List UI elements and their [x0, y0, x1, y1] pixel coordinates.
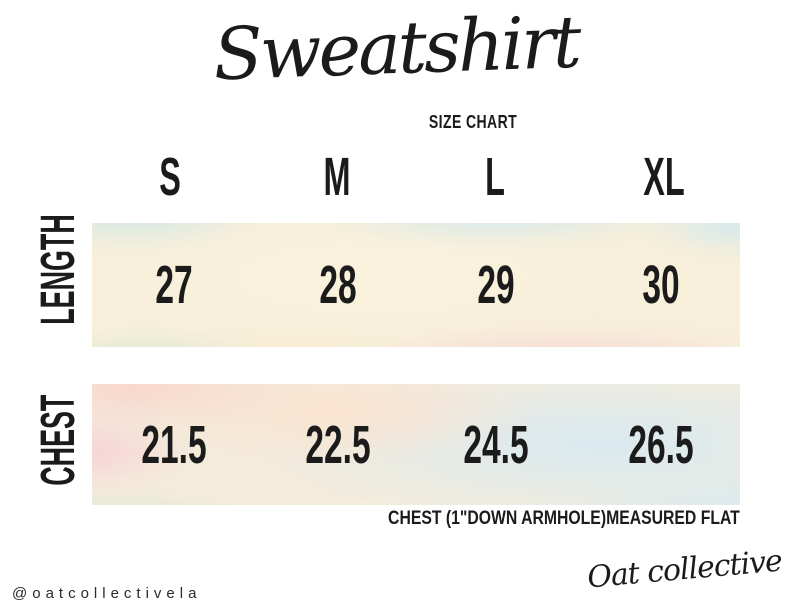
length-value-l: 29 [477, 255, 515, 315]
chest-value-xl: 26.5 [628, 414, 694, 475]
chest-row-band: 21.5 22.5 24.5 26.5 [92, 384, 740, 505]
column-header-m: M [323, 147, 351, 207]
column-header-s: S [159, 147, 181, 207]
chest-value-l: 24.5 [463, 414, 529, 475]
length-value-xl: 30 [642, 255, 680, 315]
chest-value-s: 21.5 [141, 414, 207, 475]
column-header-l: L [485, 147, 505, 207]
row-label-chest: CHEST [32, 394, 85, 486]
measurement-note: CHEST (1"DOWN ARMHOLE)MEASURED FLAT [388, 508, 740, 529]
brand-signature: Oat collective [585, 543, 784, 596]
length-value-m: 28 [319, 255, 357, 315]
length-value-s: 27 [155, 255, 193, 315]
length-row-band: 27 28 29 30 [92, 223, 740, 347]
row-label-length: LENGTH [32, 214, 85, 325]
page-subtitle: SIZE CHART [428, 112, 518, 132]
column-header-xl: XL [643, 147, 685, 207]
page-title: Sweatshirt [212, 0, 580, 97]
chest-value-m: 22.5 [305, 414, 371, 475]
instagram-handle: @oatcollectivela [12, 585, 202, 602]
